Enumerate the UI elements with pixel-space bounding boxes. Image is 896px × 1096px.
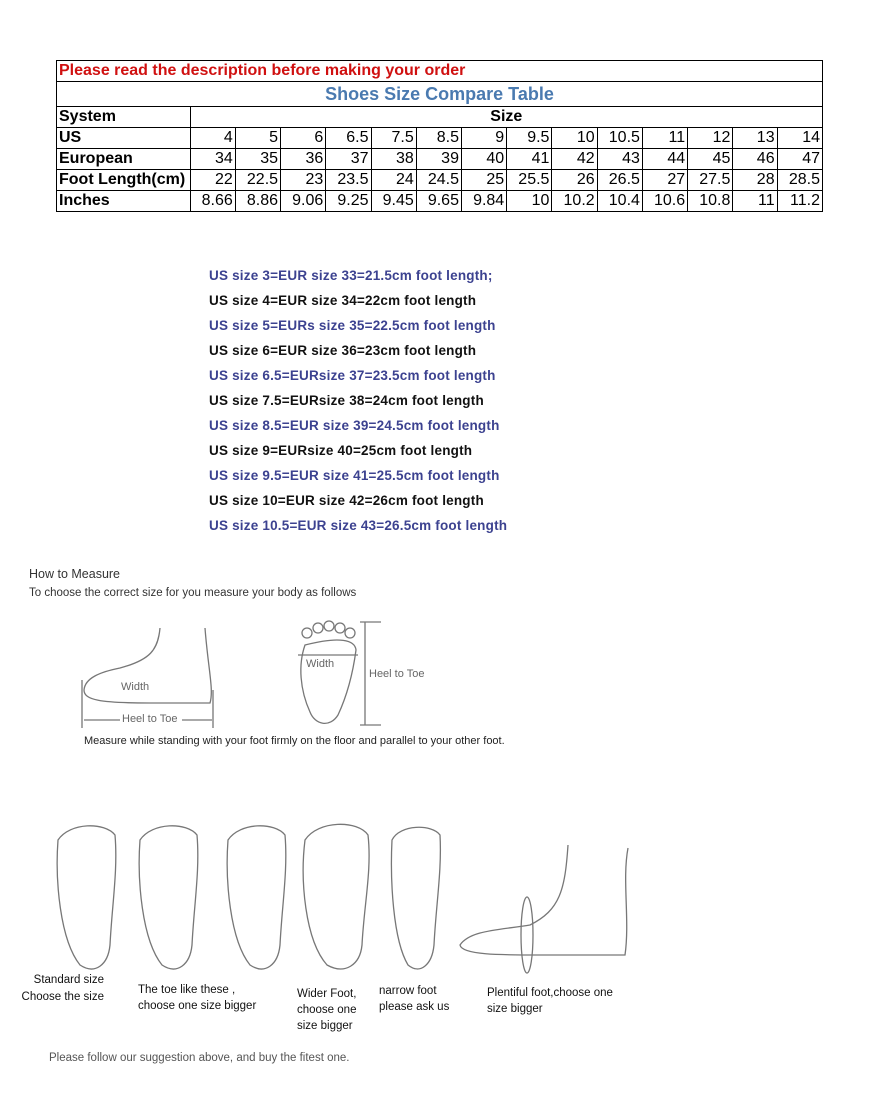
size-cell: 8.86 — [234, 190, 282, 212]
row-label: US — [56, 127, 191, 149]
size-cell: 40 — [460, 148, 508, 170]
size-cell: 34 — [189, 148, 236, 170]
size-cell: 10.6 — [641, 190, 689, 212]
row-label: European — [56, 148, 191, 170]
caption-wider: Wider Foot, choose one size bigger — [297, 988, 357, 1032]
table-row: European 34 35 36 37 38 39 40 41 42 43 44 45 46 47 — [56, 148, 824, 170]
size-cell: 10.4 — [596, 190, 643, 212]
conversion-item: US size 10.5=EUR size 43=26.5cm foot len… — [209, 518, 508, 533]
conversion-list: US size 3=EUR size 33=21.5cm foot length… — [209, 266, 507, 541]
top-foot-diagram — [298, 620, 381, 726]
size-cell: 9.06 — [280, 190, 327, 212]
foot-type-sketches — [56, 823, 629, 974]
table-row: Inches 8.66 8.86 9.06 9.25 9.45 9.65 9.84 10 10.2… — [56, 190, 824, 212]
caption-standard: Standard size Choose the size — [21, 974, 104, 1003]
size-cell: 10.5 — [596, 127, 643, 149]
conversion-item: US size 6=EUR size 36=23cm foot length — [209, 343, 477, 358]
caption-plentiful: Plentiful foot,choose one size bigger — [487, 987, 613, 1015]
table-row: US 4 5 6 6.5 7.5 8.5 9 9.5 10 10.5 11 12 13 14 — [56, 127, 824, 149]
size-cell: 47 — [776, 148, 824, 170]
caption-narrow: narrow foot please ask us — [379, 985, 450, 1013]
heel-to-toe-label: Heel to Toe — [122, 713, 178, 725]
size-cell: 27.5 — [687, 169, 734, 191]
conversion-item: US size 4=EUR size 34=22cm foot length — [209, 293, 477, 308]
conversion-item: US size 7.5=EURsize 38=24cm foot length — [209, 393, 484, 408]
size-cell: 43 — [596, 148, 643, 170]
footer-note: Please follow our suggestion above, and … — [49, 1052, 350, 1064]
size-compare-table: Please read the description before makin… — [56, 60, 824, 212]
conversion-item: US size 8.5=EUR size 39=24.5cm foot leng… — [209, 418, 500, 433]
size-cell: 42 — [551, 148, 598, 170]
size-cell: 6.5 — [325, 127, 372, 149]
side-foot-diagram — [81, 627, 214, 728]
row-label: Foot Length(cm) — [56, 169, 191, 191]
conversion-item: US size 5=EURs size 35=22.5cm foot lengt… — [209, 318, 496, 333]
size-cell: 25.5 — [506, 169, 553, 191]
size-cell: 9.25 — [325, 190, 372, 212]
size-cell: 22 — [189, 169, 236, 191]
conversion-item: US size 6.5=EURsize 37=23.5cm foot lengt… — [209, 368, 496, 383]
size-cell: 9.5 — [506, 127, 553, 149]
size-cell: 9.45 — [370, 190, 417, 212]
size-cell: 8.66 — [189, 190, 236, 212]
conversion-item: US size 9.5=EUR size 41=25.5cm foot leng… — [209, 468, 500, 483]
size-cell: 7.5 — [370, 127, 417, 149]
size-cell: 10.8 — [687, 190, 734, 212]
size-cell: 10.2 — [551, 190, 598, 212]
size-cell: 14 — [776, 127, 824, 149]
size-cell: 11.2 — [776, 190, 824, 212]
conversion-item: US size 10=EUR size 42=26cm foot length — [209, 493, 484, 508]
size-cell: 28 — [732, 169, 778, 191]
size-cell: 45 — [687, 148, 734, 170]
size-cell: 41 — [506, 148, 553, 170]
measure-intro: To choose the correct size for you measu… — [29, 587, 357, 599]
width-label-top: Width — [306, 658, 335, 670]
size-cell: 10 — [506, 190, 553, 212]
measure-heading: How to Measure — [29, 567, 121, 581]
size-cell: 26.5 — [596, 169, 643, 191]
size-cell: 10 — [551, 127, 598, 149]
size-cell: 11 — [732, 190, 778, 212]
conversion-item: US size 3=EUR size 33=21.5cm foot length… — [209, 268, 493, 283]
caption-toe: The toe like these , choose one size bigg… — [138, 984, 257, 1012]
conversion-item: US size 9=EURsize 40=25cm foot length — [209, 443, 473, 458]
measure-instruction: Measure while standing with your foot fi… — [84, 735, 505, 747]
row-label: Inches — [56, 190, 191, 212]
size-cell: 24 — [370, 169, 417, 191]
size-cell: 44 — [641, 148, 689, 170]
width-label: Width — [121, 681, 150, 693]
size-cell: 13 — [732, 127, 778, 149]
size-cell: 9.84 — [460, 190, 508, 212]
size-cell: 25 — [460, 169, 508, 191]
heel-to-toe-label-top: Heel to Toe — [369, 668, 425, 680]
